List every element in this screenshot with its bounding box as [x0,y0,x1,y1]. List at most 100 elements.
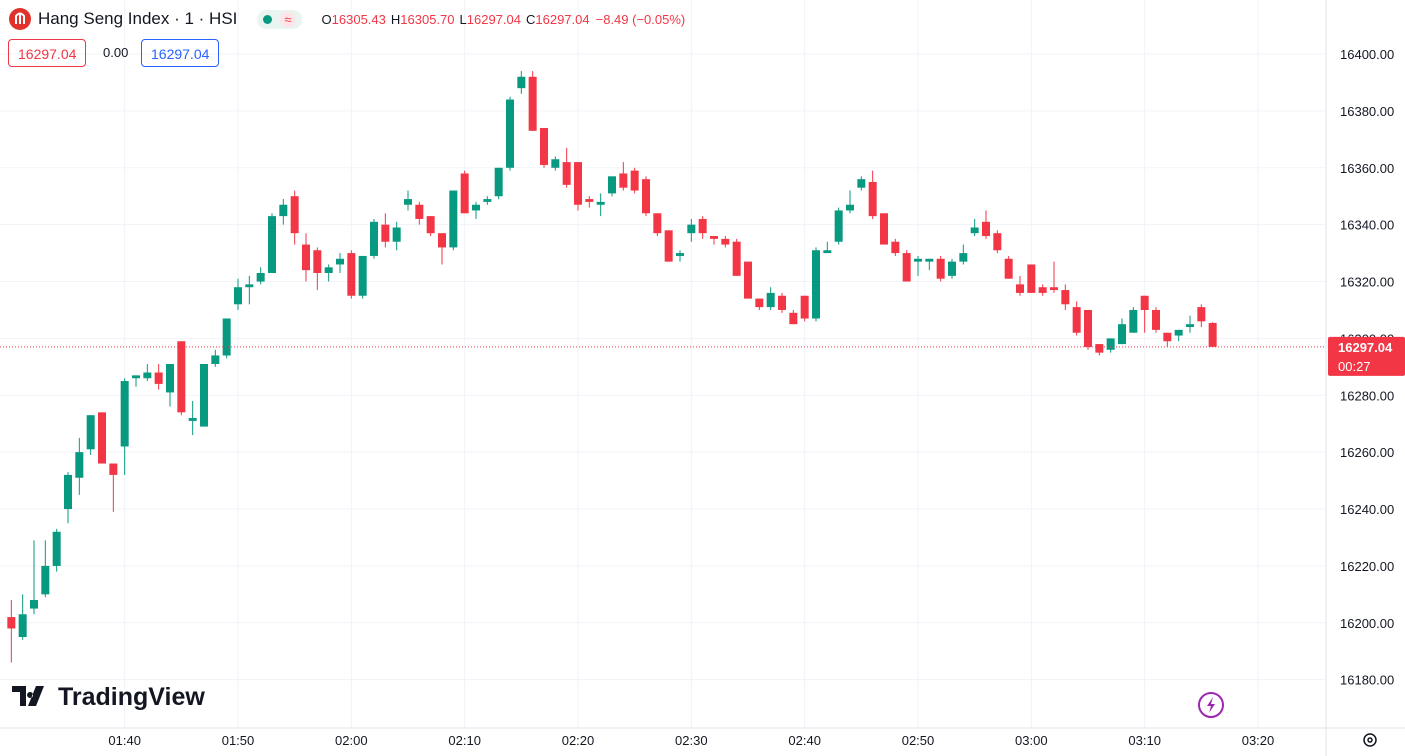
brand: TradingView [12,683,205,711]
ohlc-key: L [459,11,467,27]
candle-body [823,250,832,254]
candle-body [619,173,628,188]
ohlc-legend: O16305.43 H16305.70 L16297.04 C16297.04 [322,12,590,27]
candle-body [30,600,38,609]
ohlc-value: 16297.04 [535,11,590,27]
x-tick-label: 02:00 [335,733,368,748]
ohlc-value: 16305.43 [331,11,386,27]
candle-body [313,250,322,273]
candle-body [812,250,820,319]
candle-body [449,190,458,248]
candle-body [732,241,741,276]
ohlc-value: 16305.70 [400,11,455,27]
candle-body [494,167,503,197]
y-tick-label: 16200.00 [1340,616,1394,631]
candle-body [1050,287,1058,291]
candle-body [426,216,435,234]
candle-body [1152,309,1160,330]
candle-body [948,261,956,276]
settings-icon[interactable] [1363,733,1377,747]
candle-body [1095,344,1104,353]
candle-body [755,298,764,308]
candle-body [868,182,877,217]
header: Hang Seng Index · 1 · HSI ≈ O16305.43 H16… [0,0,685,38]
ohlc-item: H16305.70 [391,12,455,27]
candle-body [120,381,129,447]
ohlc-value: 16297.04 [466,11,521,27]
candle-body [970,227,979,234]
ohlc-key: O [321,11,332,27]
settings-core [1367,737,1373,743]
y-tick-label: 16340.00 [1340,218,1394,233]
candle-body [528,76,537,131]
flash-icon[interactable] [1198,692,1224,718]
candle-body [268,216,276,273]
candle-body [143,372,152,379]
candle-body [1140,295,1149,310]
candle-body [993,233,1002,251]
candle-body [177,341,186,413]
delayed-icon: ≈ [280,11,296,27]
candle-body [676,253,684,256]
candle-body [1027,264,1036,293]
candle-body [936,258,945,279]
candle-body [1163,332,1172,342]
x-tick-label: 03:00 [1015,733,1048,748]
candle-body [687,224,696,234]
symbol-title: Hang Seng Index · 1 · HSI [38,9,238,28]
candle-body [664,230,673,262]
candle-body [166,364,174,393]
candle-body [642,179,650,214]
candle-body [880,213,888,245]
candle-body [154,372,163,384]
y-tick-label: 16260.00 [1340,445,1394,460]
y-tick-label: 16380.00 [1340,104,1394,119]
x-tick-label: 03:10 [1128,733,1161,748]
candle-body [64,474,72,510]
x-tick-label: 01:50 [222,733,255,748]
candle-body [925,258,934,262]
brand-name: TradingView [58,683,205,711]
x-tick-label: 03:20 [1242,733,1275,748]
x-tick-label: 02:30 [675,733,708,748]
candle-body [574,162,582,205]
candle-body [891,241,900,254]
candle-body [290,196,299,234]
y-tick-label: 16400.00 [1340,47,1394,62]
candle-body [324,267,333,273]
candle-body [415,204,424,219]
change: −8.49 (−0.05%) [595,11,686,27]
y-tick-label: 16280.00 [1340,388,1394,403]
candle-body [596,201,605,205]
bid-box[interactable]: 16297.04 [8,39,87,67]
candle-body [1197,307,1206,322]
candle-body [18,614,27,637]
candle-body [1208,322,1217,347]
candle-body [52,531,61,566]
x-tick-label: 02:50 [902,733,935,748]
y-tick-label: 16220.00 [1340,559,1394,574]
ask-box[interactable]: 16297.04 [141,39,220,67]
brand-logo [12,686,44,706]
candle-body [347,253,356,296]
candle-body [857,179,866,188]
candle-body [800,295,809,319]
candle-body [86,415,95,450]
candle-body [381,224,390,242]
candle-body [1129,309,1138,333]
x-tick-label: 02:20 [562,733,595,748]
candle-body [608,176,616,194]
candle-body [1004,258,1013,279]
candle-body [279,204,288,217]
candle-body [1118,324,1126,345]
status-pill[interactable]: ≈ [257,9,302,29]
candle-body [438,233,446,248]
y-tick-label: 16240.00 [1340,502,1394,517]
candle-body [460,173,469,214]
x-tick-label: 01:40 [108,733,141,748]
candle-body [222,318,231,356]
candle-body [7,617,16,629]
candle-body [302,244,310,271]
candle-body [109,463,118,475]
